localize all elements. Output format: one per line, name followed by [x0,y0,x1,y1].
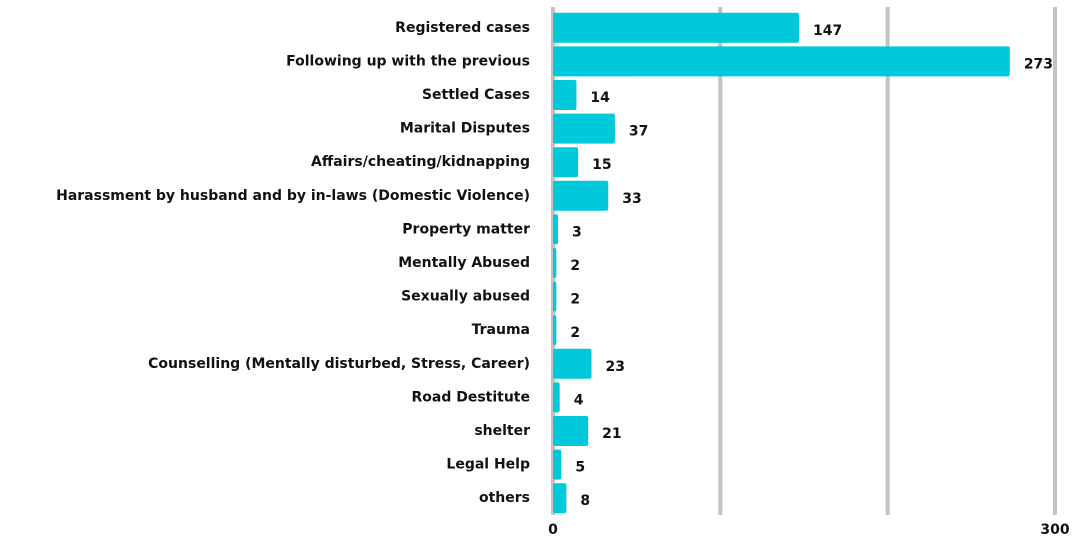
data-label: 8 [580,493,590,509]
data-label: 3 [572,224,582,240]
bar [553,80,577,110]
data-label: 15 [592,157,611,173]
bar [553,113,615,144]
data-label: 33 [622,191,641,207]
data-label: 2 [570,258,580,274]
y-tick-label: Property matter [402,221,530,237]
y-tick-label: Mentally Abused [398,255,530,271]
x-tick-label: 300 [1040,522,1069,537]
y-tick-label: others [479,490,530,506]
data-label: 37 [629,124,648,140]
y-tick-label: shelter [474,423,530,439]
bar [553,248,557,278]
bar [553,416,589,446]
y-tick-label: Settled Cases [422,87,530,103]
y-tick-label: Legal Help [446,457,530,473]
bar [553,382,560,413]
data-label: 4 [574,392,584,408]
bar [553,483,567,514]
y-tick-label: Marital Disputes [400,121,530,137]
bar [553,281,557,312]
y-tick-label: Registered cases [395,20,530,36]
y-tick-label: Counselling (Mentally disturbed, Stress,… [148,356,530,372]
data-label: 273 [1024,56,1053,72]
y-tick-label: Sexually abused [401,289,530,305]
data-label: 147 [813,23,842,39]
data-label: 5 [575,460,585,476]
y-tick-label: Following up with the previous [286,53,530,69]
data-label: 21 [602,426,621,442]
y-tick-label: Trauma [472,322,530,338]
x-tick-label: 0 [548,522,558,537]
data-label: 14 [590,90,610,106]
bar [553,449,562,480]
bar [553,46,1010,77]
bar [553,315,557,346]
y-tick-label: Harassment by husband and by in-laws (Do… [56,188,530,204]
y-tick-label: Road Destitute [411,389,530,405]
data-label: 23 [605,359,624,375]
data-label: 2 [570,292,580,308]
bar [553,348,592,379]
bar [553,214,559,245]
bar [553,147,579,178]
data-label: 2 [570,325,580,341]
y-tick-label: Affairs/cheating/kidnapping [311,154,530,170]
bar [553,180,609,211]
bar [553,12,799,43]
